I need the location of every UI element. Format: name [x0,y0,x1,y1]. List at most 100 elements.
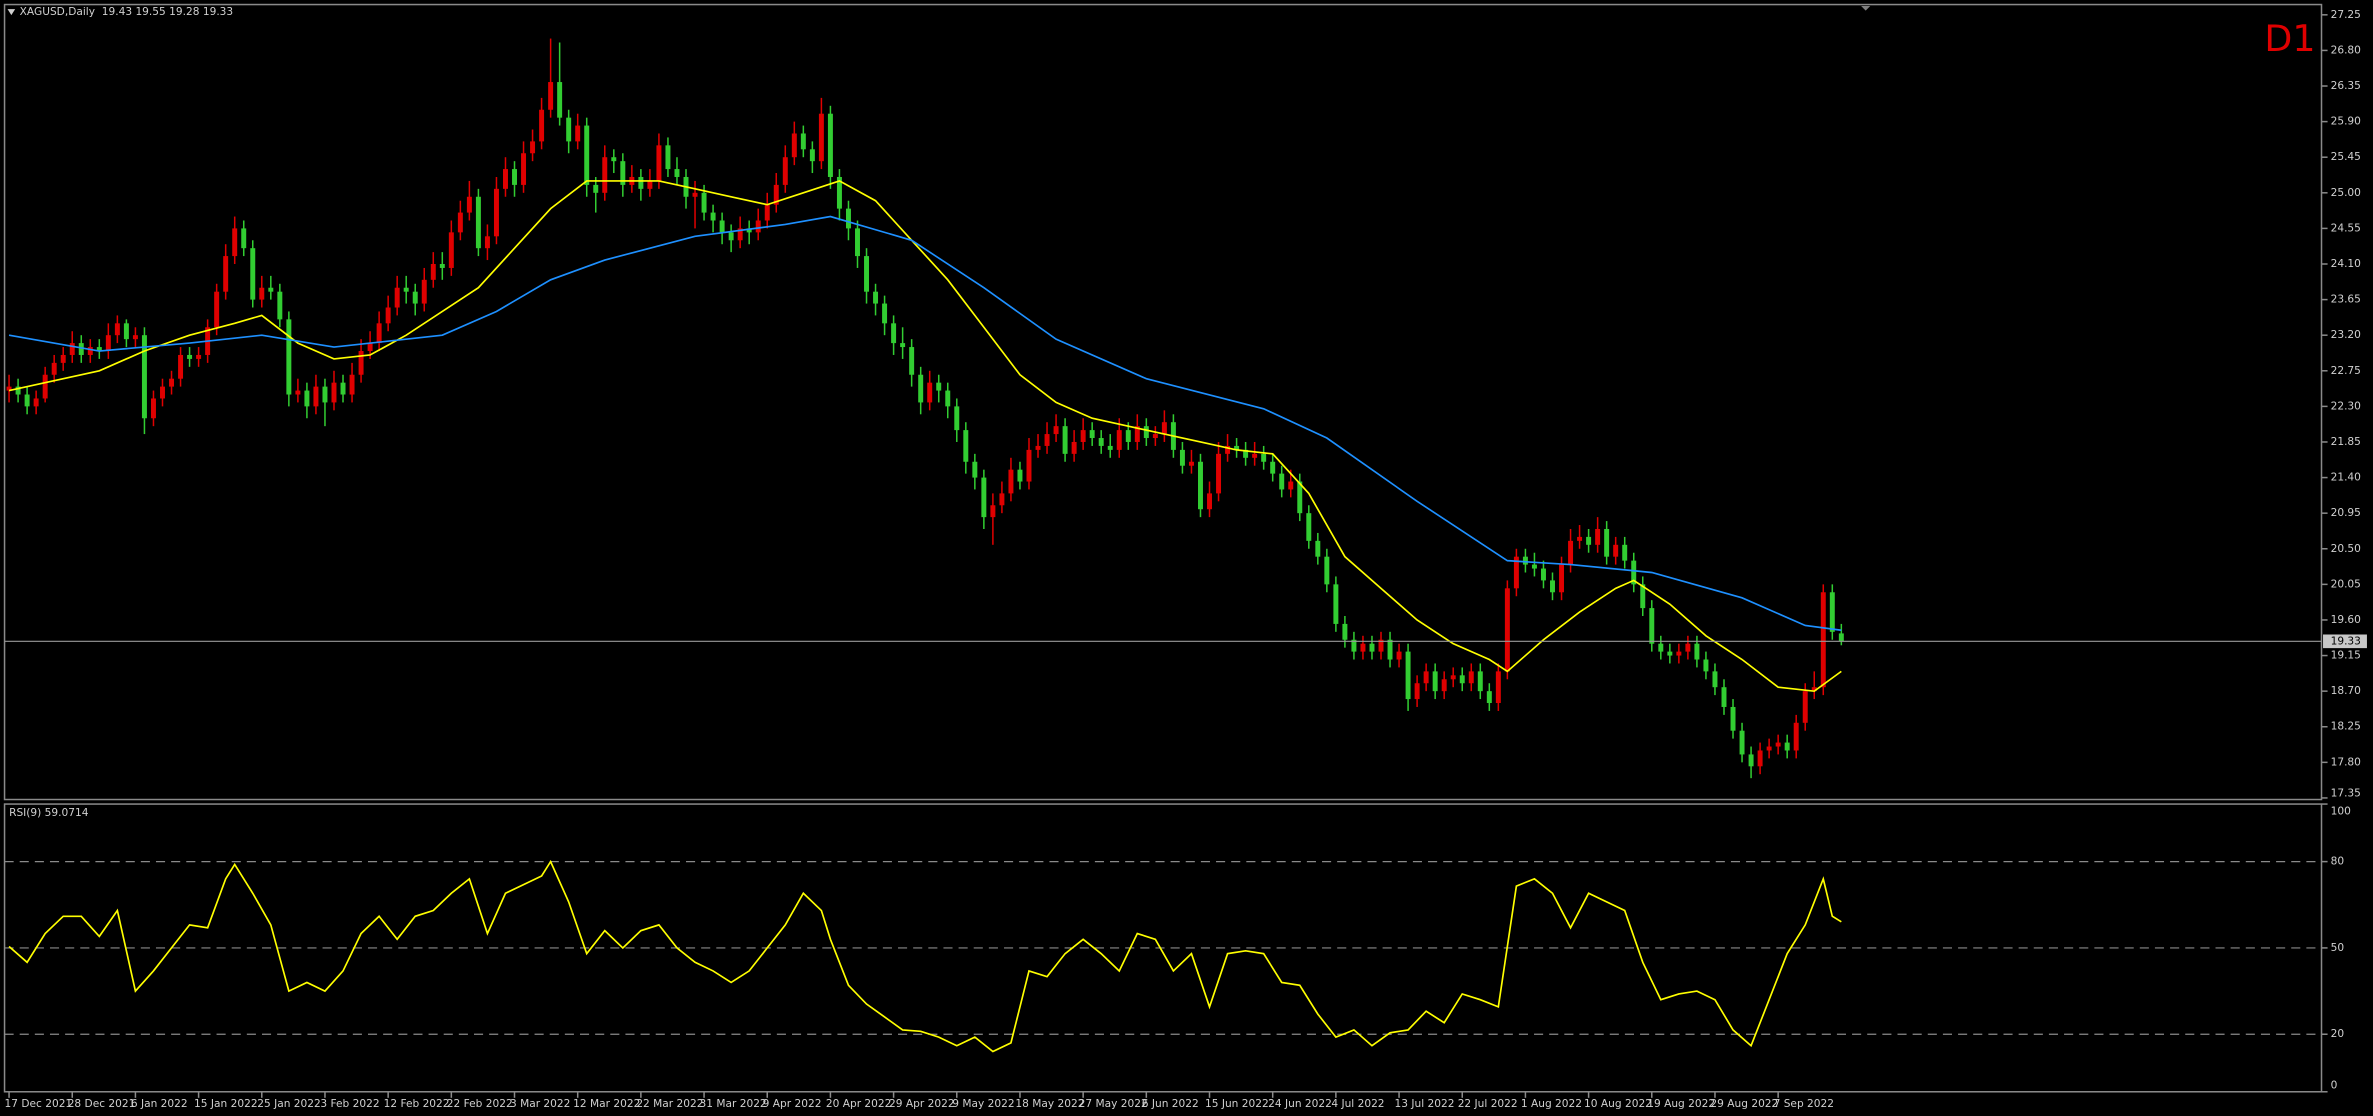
y-tick-label: 22.30 [2331,400,2362,412]
candle-body [1513,556,1519,589]
y-tick-label: 80 [2331,856,2345,868]
candle-body [566,117,572,142]
candle-body [1306,513,1312,541]
candle-body [710,212,716,221]
candle-body [674,169,680,177]
y-tick-label: 24.55 [2331,222,2361,234]
candle-body [232,228,238,257]
candle-body [945,390,951,407]
candle-body [1378,639,1384,652]
menu-arrow [7,9,16,16]
candle-body [1495,671,1501,704]
candle-body [1631,560,1637,585]
candle-body [1288,481,1294,490]
candle-body [809,149,815,162]
x-tick-label: 3 Mar 2022 [510,1098,570,1110]
candle-body [800,133,806,150]
last-price-label: 19.33 [2331,635,2361,647]
candle-body [1198,461,1203,510]
candle-body [412,291,418,304]
x-tick-label: 27 May 2022 [1079,1098,1148,1110]
candle-body [448,232,454,268]
candle-body [42,374,48,399]
candle-body [1125,430,1131,442]
x-tick-label: 20 Apr 2022 [826,1098,892,1110]
candle-body [340,382,346,395]
candle-body [1017,469,1023,482]
candle-body [1748,754,1754,767]
candle-body [1712,671,1718,688]
candle-body [304,390,310,407]
timeframe-label: D1 [2264,17,2315,60]
x-tick-label: 6 Jan 2022 [131,1098,188,1110]
candle-body [1152,434,1158,439]
candle-body [900,343,906,348]
y-tick-label: 0 [2331,1080,2338,1092]
shift-marker [1861,6,1871,11]
candle-body [882,303,888,324]
y-tick-label: 25.00 [2331,187,2362,199]
candle-body [457,212,463,233]
moving-average [8,180,1842,693]
candle-body [746,228,752,233]
y-tick-label: 20.05 [2331,578,2361,590]
candle-body [1234,445,1240,450]
candle-body [1811,687,1817,692]
candle-body [1270,461,1276,474]
x-tick-label: 4 Jul 2022 [1331,1098,1384,1110]
candle-body [791,133,797,158]
candle-body [51,362,57,375]
x-tick-label: 10 Aug 2022 [1584,1098,1652,1110]
candle-body [1044,434,1050,446]
candle-body [132,335,138,340]
candle-body [891,323,897,344]
y-tick-label: 24.10 [2331,258,2362,270]
candle-body [268,287,274,292]
x-tick-label: 15 Jan 2022 [194,1098,258,1110]
candle-body [1757,750,1763,767]
x-tick-label: 13 Jul 2022 [1395,1098,1455,1110]
candle-body [33,398,39,407]
candle-body [214,291,220,328]
y-tick-label: 21.40 [2331,472,2362,484]
candle-body [105,335,111,352]
chart-title: XAGUSD,Daily 19.43 19.55 19.28 19.33 [20,6,233,18]
candle-body [286,319,292,395]
candle-body [123,323,129,340]
candle-body [602,157,608,193]
candle-body [1559,564,1565,593]
candle-body [1423,671,1429,684]
candle-body [557,82,563,118]
candle-body [981,477,987,518]
candle-body [69,343,75,355]
x-tick-label: 12 Feb 2022 [384,1098,450,1110]
candle-body [78,343,84,355]
y-tick-label: 17.80 [2331,756,2362,768]
x-tick-label: 22 Feb 2022 [447,1098,513,1110]
candle-body [1703,659,1709,672]
candle-body [620,161,626,185]
candle-body [593,184,599,193]
candle-body [250,248,256,300]
candle-body [855,228,860,257]
y-tick-label: 25.45 [2331,151,2361,163]
candle-body [1026,449,1032,482]
candle-body [1161,422,1167,435]
candle-body [1333,584,1339,624]
y-tick-label: 18.25 [2331,721,2361,733]
candle-body [1577,536,1583,541]
candle-body [24,394,30,407]
candle-body [1595,528,1601,545]
candle-body [196,354,202,359]
candle-body [160,386,165,399]
candle-body [1053,426,1059,435]
candle-body [873,291,879,304]
candle-body [1315,540,1321,557]
candle-body [1188,461,1194,466]
candle-body [954,406,960,431]
candle-body [719,220,725,233]
y-tick-label: 26.80 [2331,44,2362,56]
y-tick-label: 23.65 [2331,294,2361,306]
